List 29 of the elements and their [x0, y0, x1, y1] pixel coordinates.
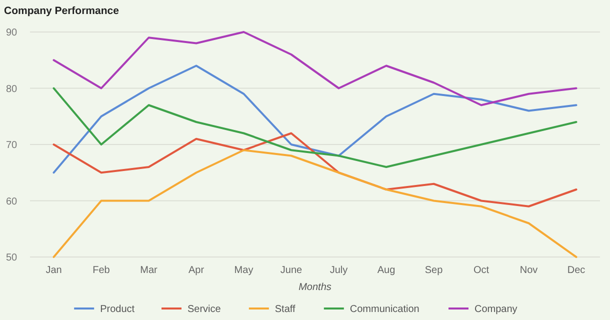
x-tick-label: Aug	[377, 265, 396, 276]
x-tick-label: Apr	[188, 265, 205, 276]
x-axis-title: Months	[298, 282, 332, 293]
legend-label: Company	[474, 304, 518, 315]
x-tick-label: Sep	[424, 265, 444, 276]
line-series	[52, 149, 578, 258]
y-tick-label: 60	[6, 196, 18, 208]
y-tick-label: 80	[6, 84, 18, 95]
x-tick-label: May	[234, 265, 254, 276]
legend-label: Service	[188, 304, 222, 315]
x-tick-label: Oct	[473, 265, 490, 276]
line-series	[52, 31, 578, 106]
legend-label: Staff	[274, 304, 296, 315]
x-tick-label: Dec	[567, 265, 586, 276]
x-tick-label: Feb	[92, 265, 110, 276]
line-series	[52, 87, 578, 168]
y-tick-label: 70	[6, 140, 18, 151]
legend-label: Product	[100, 304, 135, 315]
legend-label: Communication	[350, 304, 420, 315]
x-tick-label: Nov	[520, 265, 538, 276]
line-series	[52, 64, 578, 174]
x-tick-label: June	[280, 265, 303, 276]
x-tick-label: Mar	[140, 265, 158, 276]
line-series	[52, 132, 578, 208]
x-tick-label: July	[330, 265, 348, 276]
y-tick-label: 50	[6, 252, 18, 264]
x-tick-label: Jan	[46, 265, 62, 276]
y-tick-label: 90	[6, 28, 18, 38]
chart-title: Company Performance	[4, 5, 120, 17]
